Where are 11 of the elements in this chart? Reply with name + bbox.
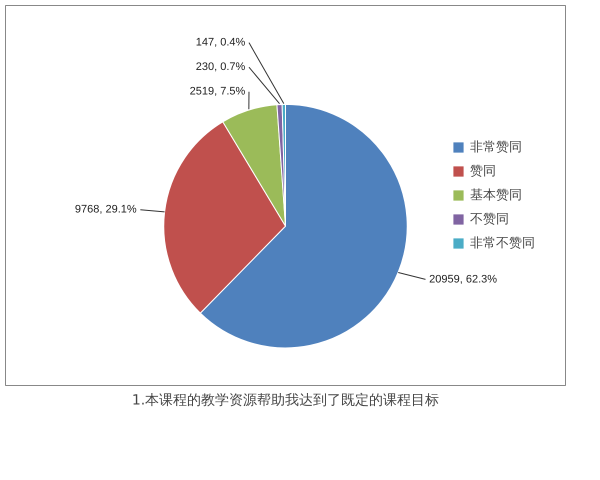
legend-label: 非常赞同 [470, 139, 522, 156]
legend-label: 赞同 [470, 163, 496, 180]
text: 1.本课程的教学资源帮助我达到了既定的课程目标 [132, 392, 440, 408]
data-label: 9768, 29.1% [74, 204, 137, 216]
legend-label: 基本赞同 [470, 187, 522, 204]
legend-label: 不赞同 [470, 211, 509, 228]
data-label: 2519, 7.5% [190, 86, 246, 98]
legend-label: 非常不赞同 [470, 235, 535, 252]
data-label: 230, 0.7% [196, 61, 246, 74]
data-label: 147, 0.4% [196, 36, 246, 49]
data-label: 20959, 62.3% [429, 273, 498, 286]
